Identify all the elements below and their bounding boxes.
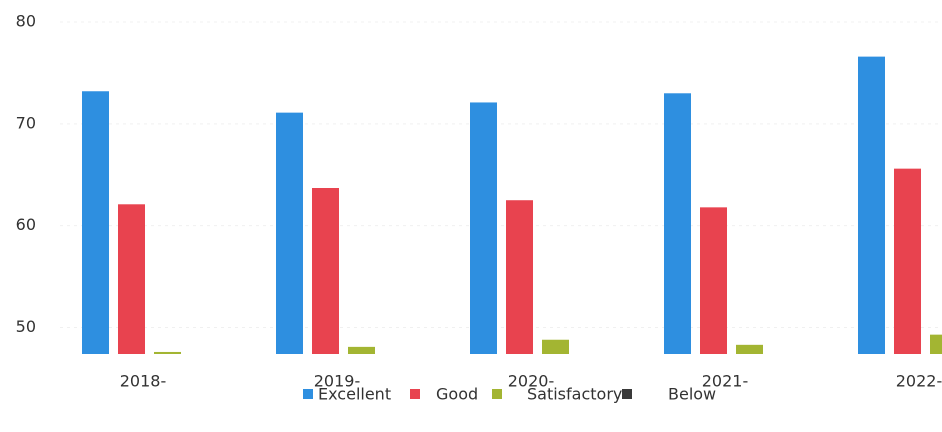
bar: [894, 168, 921, 354]
x-tick-label: 2022-: [896, 372, 942, 391]
legend-swatch: [492, 389, 502, 399]
bar: [154, 351, 181, 354]
x-tick-label: 2018-: [120, 372, 167, 391]
bar: [276, 112, 303, 355]
y-tick-label: 80: [16, 12, 36, 31]
bar: [348, 346, 375, 354]
legend-label: Below: [668, 385, 716, 404]
bar: [930, 334, 942, 354]
y-tick-label: 50: [16, 317, 36, 336]
legend-label: Satisfactory: [527, 385, 622, 404]
x-tick-label: 2021-: [702, 372, 749, 391]
bar: [664, 93, 691, 355]
bar: [82, 91, 109, 355]
bar: [700, 207, 727, 354]
legend-swatch: [410, 389, 420, 399]
bar: [858, 56, 885, 355]
legend-swatch: [303, 389, 313, 399]
y-tick-label: 60: [16, 215, 36, 234]
bar: [736, 344, 763, 354]
bar: [542, 339, 569, 354]
legend-label: Excellent: [318, 385, 391, 404]
bar: [506, 200, 533, 354]
bar: [312, 188, 339, 354]
bar: [118, 204, 145, 354]
x-tick-label: 2020-: [508, 372, 555, 391]
legend-swatch: [622, 389, 632, 399]
x-tick-label: 2019-: [314, 372, 361, 391]
y-tick-label: 70: [16, 113, 36, 132]
legend-label: Good: [436, 385, 478, 404]
bar: [470, 102, 497, 355]
